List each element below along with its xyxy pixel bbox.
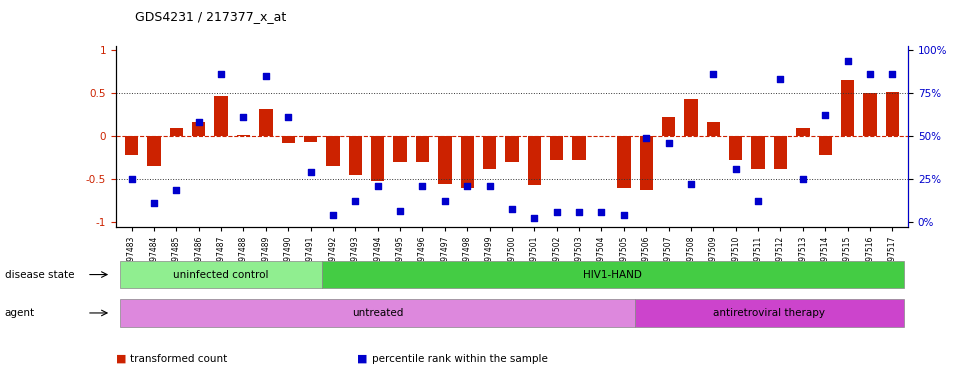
Point xyxy=(594,209,610,215)
Text: ■: ■ xyxy=(357,354,368,364)
Text: uninfected control: uninfected control xyxy=(173,270,269,280)
Point xyxy=(414,183,430,189)
Point xyxy=(773,76,788,82)
Bar xyxy=(147,136,160,166)
Text: ■: ■ xyxy=(116,354,127,364)
Point xyxy=(839,58,855,64)
Bar xyxy=(259,109,272,136)
Bar xyxy=(818,136,832,155)
Point xyxy=(526,215,542,221)
Point xyxy=(348,198,363,204)
Bar xyxy=(483,136,497,169)
Bar xyxy=(505,136,519,162)
Bar xyxy=(550,136,563,161)
Point xyxy=(392,208,408,214)
Point xyxy=(303,169,319,175)
Point xyxy=(213,71,229,78)
Point xyxy=(751,198,766,204)
Point xyxy=(571,209,586,215)
Point xyxy=(661,140,676,146)
Bar xyxy=(371,136,384,181)
Text: agent: agent xyxy=(5,308,35,318)
Point xyxy=(504,206,520,212)
Point xyxy=(460,183,475,189)
Bar xyxy=(393,136,407,162)
Point xyxy=(258,73,273,79)
Bar xyxy=(304,136,317,142)
Point xyxy=(370,183,385,189)
Point xyxy=(191,119,207,125)
FancyBboxPatch shape xyxy=(322,261,903,288)
Bar xyxy=(415,136,429,162)
Bar xyxy=(617,136,631,188)
Bar xyxy=(886,92,899,136)
Text: disease state: disease state xyxy=(5,270,74,280)
Point xyxy=(236,114,251,121)
Point xyxy=(683,180,698,187)
Bar xyxy=(327,136,340,166)
Bar xyxy=(707,122,720,136)
Bar xyxy=(864,93,877,136)
Bar xyxy=(125,136,138,155)
Bar xyxy=(774,136,787,169)
Point xyxy=(124,176,139,182)
Bar xyxy=(752,136,765,169)
Point xyxy=(639,135,654,141)
Bar xyxy=(170,128,183,136)
Text: untreated: untreated xyxy=(352,308,404,318)
Text: HIV1-HAND: HIV1-HAND xyxy=(583,270,642,280)
Bar xyxy=(214,96,228,136)
Point xyxy=(169,187,185,193)
Point xyxy=(817,112,833,118)
Bar xyxy=(237,135,250,136)
Point xyxy=(616,212,632,218)
Bar xyxy=(729,136,743,161)
Bar xyxy=(662,118,675,136)
Text: antiretroviral therapy: antiretroviral therapy xyxy=(713,308,825,318)
Point xyxy=(885,71,900,78)
Bar xyxy=(684,99,697,136)
Bar xyxy=(639,136,653,190)
Bar xyxy=(349,136,362,175)
Point xyxy=(438,198,453,204)
FancyBboxPatch shape xyxy=(121,299,635,327)
Point xyxy=(146,200,161,207)
Bar xyxy=(841,81,854,136)
FancyBboxPatch shape xyxy=(121,261,322,288)
Text: transformed count: transformed count xyxy=(130,354,228,364)
Bar xyxy=(796,128,810,136)
Point xyxy=(280,114,296,121)
Bar xyxy=(573,136,585,159)
Bar xyxy=(461,136,474,188)
Bar xyxy=(281,136,295,143)
FancyBboxPatch shape xyxy=(635,299,903,327)
Bar xyxy=(439,136,451,184)
Point xyxy=(863,71,878,78)
Text: GDS4231 / 217377_x_at: GDS4231 / 217377_x_at xyxy=(135,10,287,23)
Bar xyxy=(192,122,206,136)
Point xyxy=(795,176,810,182)
Point xyxy=(705,71,721,78)
Point xyxy=(549,209,564,215)
Point xyxy=(728,166,744,172)
Point xyxy=(482,183,497,189)
Bar xyxy=(527,136,541,185)
Point xyxy=(326,212,341,218)
Text: percentile rank within the sample: percentile rank within the sample xyxy=(372,354,548,364)
